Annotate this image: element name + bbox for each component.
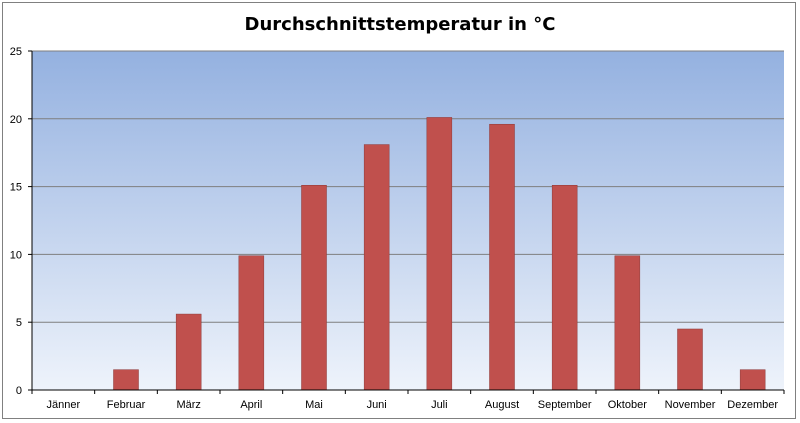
x-tick-label: Juli [431,399,448,411]
chart-title: Durchschnittstemperatur in °C [244,14,556,35]
bar [614,255,641,391]
bar [175,313,202,391]
x-tick-label: Mai [305,399,323,411]
gridlines [32,50,784,323]
bar [677,328,703,391]
x-tick-label: März [176,399,200,411]
x-tick-label: Februar [107,399,146,411]
y-tick-label: 15 [10,182,22,194]
bar [363,144,390,391]
bars [113,117,766,391]
bar [113,369,139,391]
x-axis-ticks: Jänner Februar März April Mai Juni Juli August S… [31,390,785,411]
x-tick-label: November [665,399,716,411]
plot-area [32,51,784,390]
bar [238,255,265,391]
x-tick-label: Juni [367,399,387,411]
y-tick-label: 10 [10,249,22,261]
y-tick-label: 0 [16,385,22,397]
y-tick-label: 20 [10,114,22,126]
bar [551,184,578,391]
x-tick-label: Dezember [727,399,778,411]
x-tick-label: Jänner [47,399,81,411]
x-tick-label: September [538,399,592,411]
bar [489,123,515,391]
x-tick-label: April [240,399,262,411]
y-tick-label: 5 [16,317,22,329]
bar [426,117,453,391]
y-axis-ticks: 0 5 10 15 20 25 [10,46,32,397]
bar [301,184,327,391]
x-tick-label: August [485,399,519,411]
x-tick-label: Oktober [608,399,647,411]
bar [739,369,766,391]
y-tick-label: 25 [10,46,22,58]
